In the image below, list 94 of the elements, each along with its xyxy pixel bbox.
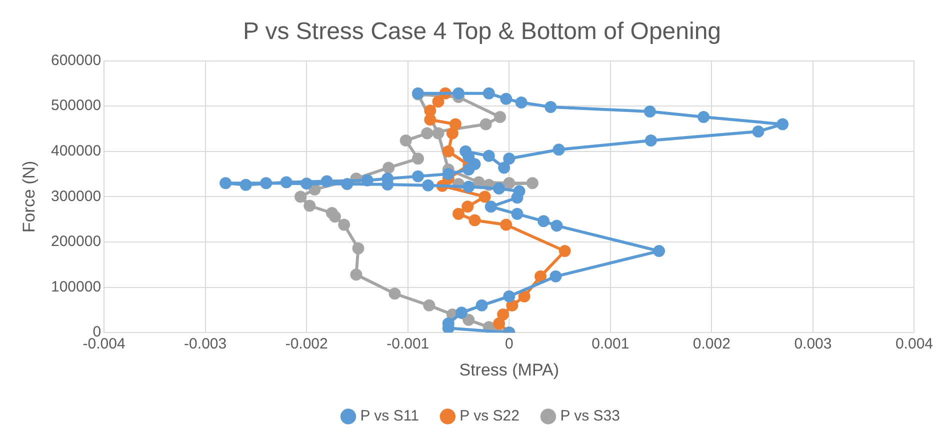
y-tick-label: 600000	[50, 52, 102, 69]
point	[558, 245, 571, 258]
point	[515, 96, 528, 108]
point	[494, 110, 506, 123]
point	[452, 87, 465, 100]
point	[412, 170, 424, 182]
point	[300, 178, 313, 190]
point	[550, 270, 562, 282]
point	[752, 125, 764, 138]
point	[423, 299, 436, 312]
x-tick-label: 0.004	[895, 336, 934, 353]
point	[280, 176, 292, 188]
point	[482, 150, 495, 162]
x-tick-label: -0.001	[386, 336, 430, 353]
point	[503, 152, 516, 165]
point	[503, 177, 516, 190]
chart-title: P vs Stress Case 4 Top & Bottom of Opening	[242, 18, 722, 46]
point	[382, 162, 395, 174]
point	[320, 175, 333, 188]
point	[424, 104, 436, 117]
point	[653, 245, 666, 258]
point	[506, 299, 518, 312]
point	[442, 145, 454, 158]
point	[538, 215, 550, 228]
point	[497, 308, 510, 320]
y-tick-label: 200000	[50, 233, 102, 250]
point	[468, 214, 481, 226]
y-axis-title: Force (N)	[20, 160, 39, 233]
point	[500, 218, 512, 231]
point	[462, 200, 474, 213]
point	[361, 174, 374, 186]
point	[294, 190, 307, 203]
point	[534, 270, 547, 282]
point	[482, 87, 495, 100]
point	[446, 127, 458, 140]
legend-label: P vs S11	[360, 408, 419, 425]
point	[432, 127, 444, 140]
point	[424, 114, 436, 126]
point	[484, 200, 497, 213]
point	[462, 314, 475, 326]
point	[326, 207, 338, 220]
point	[513, 185, 526, 198]
x-tick-label: -0.002	[285, 336, 328, 353]
point	[220, 177, 232, 190]
y-tick-label: 500000	[50, 97, 102, 114]
point	[400, 134, 412, 147]
x-tick-label: 0.001	[592, 336, 630, 353]
y-tick-label: 300000	[50, 188, 102, 205]
point	[412, 152, 424, 165]
legend-label: P vs S22	[460, 408, 520, 425]
x-tick-label: 0.003	[794, 336, 832, 353]
point	[493, 182, 506, 195]
point	[350, 268, 362, 281]
point	[480, 118, 492, 130]
point	[544, 101, 557, 114]
point	[338, 218, 350, 231]
point	[698, 110, 710, 123]
y-tick-label: 400000	[50, 142, 102, 160]
legend-label: P vs S33	[560, 408, 620, 425]
point	[493, 318, 506, 330]
point	[352, 242, 364, 254]
point	[260, 177, 272, 190]
point	[462, 180, 475, 193]
point	[511, 208, 524, 220]
point	[449, 118, 462, 130]
point	[476, 299, 488, 312]
point	[776, 118, 789, 130]
point	[421, 127, 434, 140]
x-axis-title: Stress (MPA)	[459, 360, 560, 380]
point	[432, 96, 444, 108]
point	[550, 220, 563, 232]
point	[468, 158, 481, 170]
point	[478, 190, 491, 203]
point	[552, 144, 565, 156]
point	[498, 162, 510, 174]
point	[341, 178, 354, 190]
point	[460, 145, 472, 158]
point	[442, 168, 454, 180]
point	[388, 288, 401, 300]
point	[456, 306, 468, 319]
point	[452, 208, 465, 220]
point	[240, 178, 252, 191]
point	[503, 290, 516, 302]
point	[518, 290, 530, 302]
y-tick-label: 100000	[50, 278, 102, 296]
point	[304, 200, 316, 212]
point	[422, 179, 434, 192]
x-tick-label: 0	[504, 336, 514, 353]
x-tick-label: 0.002	[692, 336, 730, 353]
point	[644, 134, 657, 147]
point	[526, 177, 538, 190]
point	[644, 106, 656, 118]
x-tick-label: -0.003	[184, 336, 227, 353]
point	[500, 92, 512, 105]
